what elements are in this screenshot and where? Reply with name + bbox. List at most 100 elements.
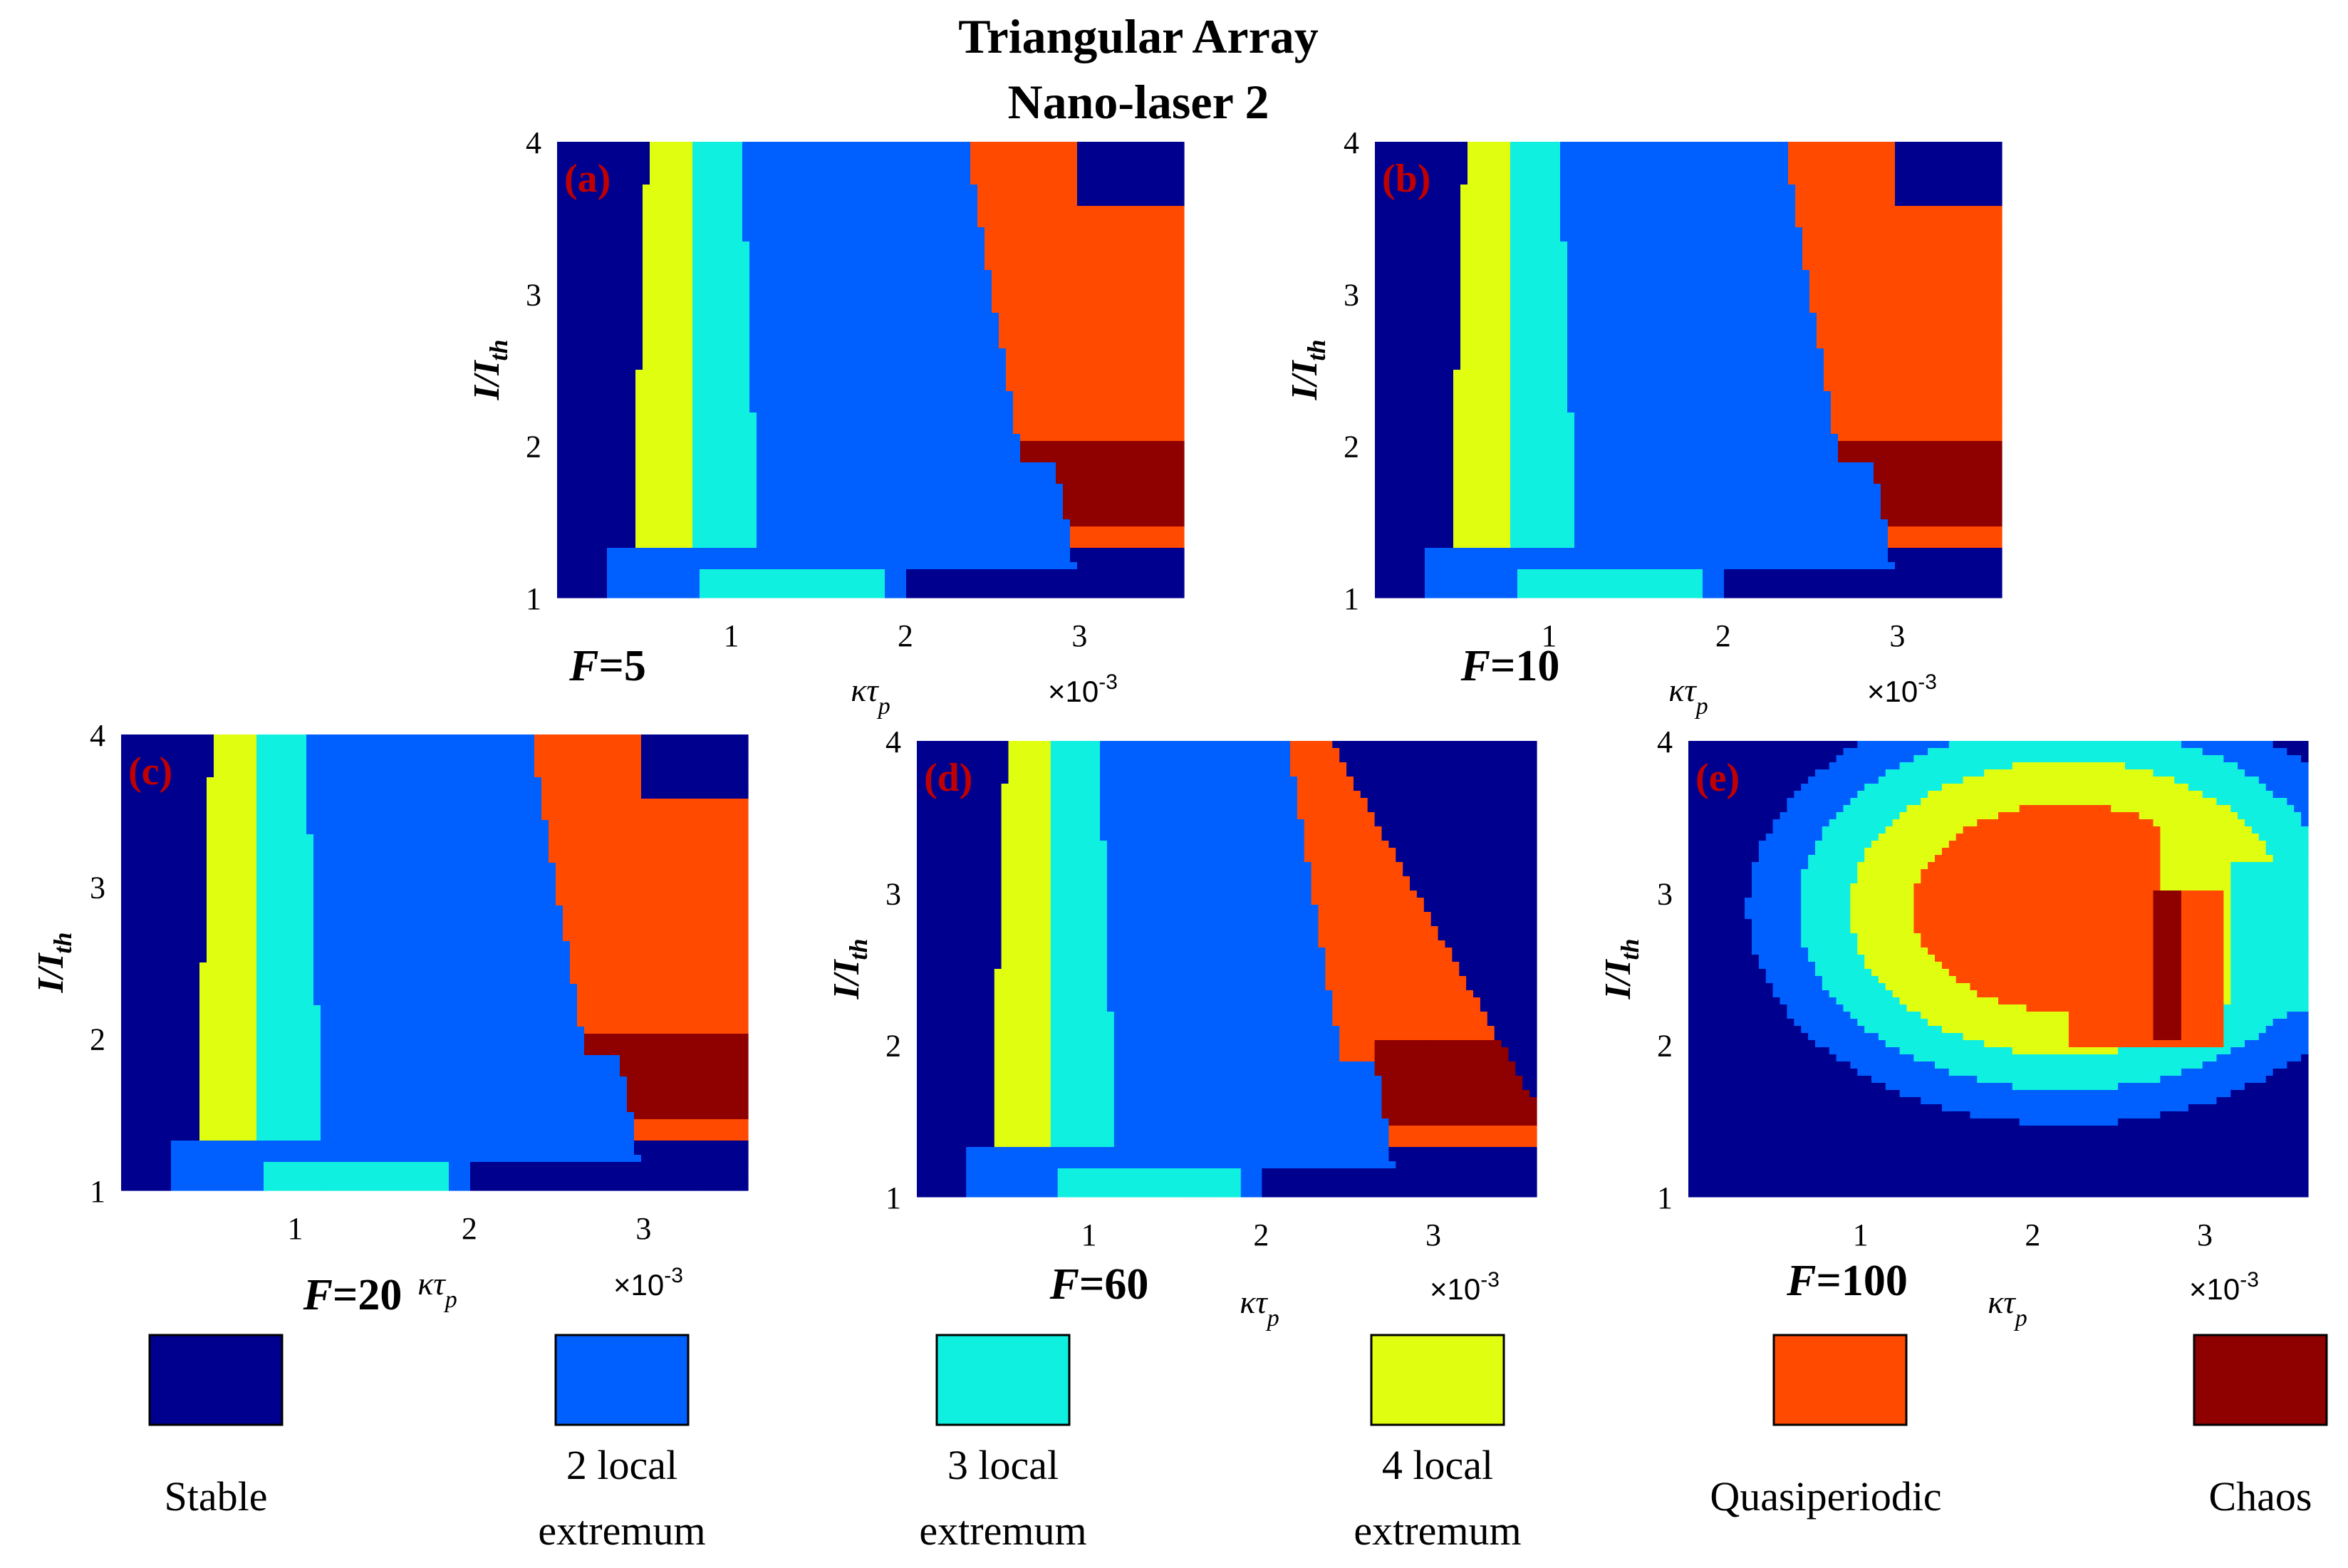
y-tick-label: 3 [1344,277,1359,312]
y-tick-label: 3 [526,277,541,312]
panel-caption: F=60 [1049,1260,1149,1309]
x-axis-label-main: κτ [851,672,879,708]
x-axis-label-main: κτ [1988,1284,2016,1320]
y-tick-label: 1 [885,1180,901,1215]
x-exponent: ×10-3 [1048,670,1118,708]
x-exponent: ×10-3 [1430,1268,1500,1306]
x-exponent: ×10-3 [1867,670,1937,708]
legend-label-line1: 2 local [566,1442,677,1488]
x-exponent: ×10-3 [613,1264,683,1302]
panel-caption: F=20 [303,1271,402,1319]
y-axis-label-main: I/I [1598,959,1638,1000]
heatmap-cells [121,734,749,1191]
heatmap-panel-c: (c) 1 2 3 4 1 2 3 I/Ith κτp ×10-3 F=20 [31,718,749,1319]
x-exponent-base: ×10 [1430,1272,1480,1306]
legend-label-line2: extremum [538,1507,705,1554]
y-axis-label-sub: th [844,939,873,960]
y-tick-label: 1 [1344,581,1359,616]
legend-item-chaos: Chaos [2193,1334,2328,1520]
y-tick-label: 4 [1344,125,1359,160]
x-tick-label: 2 [1715,618,1731,653]
x-tick-label: 3 [635,1211,651,1246]
panel-caption-var: F [568,642,598,690]
legend-label: Stable [165,1473,268,1520]
figure-title-line1: Triangular Array [958,9,1319,63]
figure-title-line2: Nano-laser 2 [1007,75,1269,129]
x-exponent-base: ×10 [2189,1272,2240,1306]
legend-label-line2: extremum [919,1507,1086,1554]
legend-swatch [2193,1334,2328,1426]
x-exponent-base: ×10 [1048,675,1098,708]
y-axis-label-main: I/I [467,360,507,401]
panel-letter: (a) [564,157,611,201]
x-tick-label: 1 [287,1211,303,1246]
legend-swatch [935,1334,1071,1426]
y-tick-label: 4 [885,725,901,759]
x-tick-label: 3 [1425,1217,1441,1252]
x-exponent-power: -3 [1480,1268,1500,1292]
y-axis-label: I/Ith [1598,939,1644,1000]
legend-swatch [554,1334,690,1426]
y-axis-label: I/Ith [826,939,873,1000]
y-tick-label: 3 [885,876,901,911]
panel-letter: (b) [1382,157,1430,201]
y-tick-label: 1 [526,581,541,616]
y-axis-label-sub: th [48,933,77,954]
y-axis-label-main: I/I [31,952,71,994]
panel-letter: (c) [128,749,172,794]
legend-swatch [1370,1334,1505,1426]
y-tick-label: 2 [1657,1029,1673,1064]
panel-caption-value: =5 [599,642,646,690]
legend-swatch [1772,1334,1908,1426]
panel-letter: (d) [924,756,972,800]
heatmap-panel-e: (e) 1 2 3 4 1 2 3 I/Ith κτp ×10-3 F=100 [1598,725,2309,1331]
heatmap-panel-a: (a) 1 2 3 4 1 2 3 I/Ith κτp ×10-3 F=5 [467,125,1185,720]
y-axis-label-main: I/I [1284,360,1325,401]
panel-letter: (e) [1695,756,1740,800]
legend-label: Chaos [2209,1473,2312,1520]
x-tick-label: 1 [723,618,739,653]
panel-caption-value: =100 [1817,1257,1908,1305]
legend-item-quasi: Quasiperiodic [1710,1334,1942,1520]
x-exponent-power: -3 [1098,670,1118,694]
x-tick-label: 1 [1081,1217,1097,1252]
panel-caption: F=5 [568,642,646,690]
legend-label-line1: 3 local [947,1442,1059,1488]
legend-swatch [148,1334,284,1426]
panel-caption-var: F [303,1271,333,1319]
legend-item-two: 2 local extremum [538,1334,706,1554]
y-axis-label-sub: th [1302,340,1331,361]
y-axis-label-main: I/I [826,959,867,1000]
heatmap-cells [1375,142,2002,598]
legend-item-stable: Stable [148,1334,284,1520]
legend: Stable 2 local extremum 3 local extremum 4 lo… [148,1334,2328,1554]
heatmap-panel-d: (d) 1 2 3 4 1 2 3 I/Ith κτp ×10-3 F=60 [826,725,1537,1331]
x-axis-label-sub: p [1266,1305,1279,1331]
x-exponent-power: -3 [664,1264,683,1287]
legend-item-four: 4 local extremum [1354,1334,1522,1554]
heatmap-cells [557,142,1185,598]
y-tick-label: 1 [90,1174,105,1209]
legend-item-three: 3 local extremum [919,1334,1087,1554]
heatmap-cells [1688,741,2309,1198]
x-tick-label: 2 [2025,1217,2040,1252]
x-axis-label-sub: p [1695,693,1708,720]
x-exponent: ×10-3 [2189,1268,2259,1306]
x-tick-label: 2 [898,618,913,653]
x-axis-label-sub: p [444,1287,457,1313]
panel-caption: F=10 [1460,642,1560,690]
x-tick-label: 3 [1071,618,1087,653]
x-axis-label-main: κτ [1240,1284,1268,1320]
y-tick-label: 1 [1657,1180,1673,1215]
panel-caption-value: =10 [1490,642,1559,690]
y-tick-label: 2 [526,430,541,464]
y-axis-label: I/Ith [467,340,513,401]
x-axis-label: κτp [851,672,890,720]
x-axis-label-sub: p [2014,1305,2027,1331]
panel-caption-value: =60 [1079,1260,1148,1309]
y-axis-label: I/Ith [1284,340,1331,401]
x-axis-label-main: κτ [1668,672,1697,708]
x-tick-label: 3 [2197,1217,2213,1252]
